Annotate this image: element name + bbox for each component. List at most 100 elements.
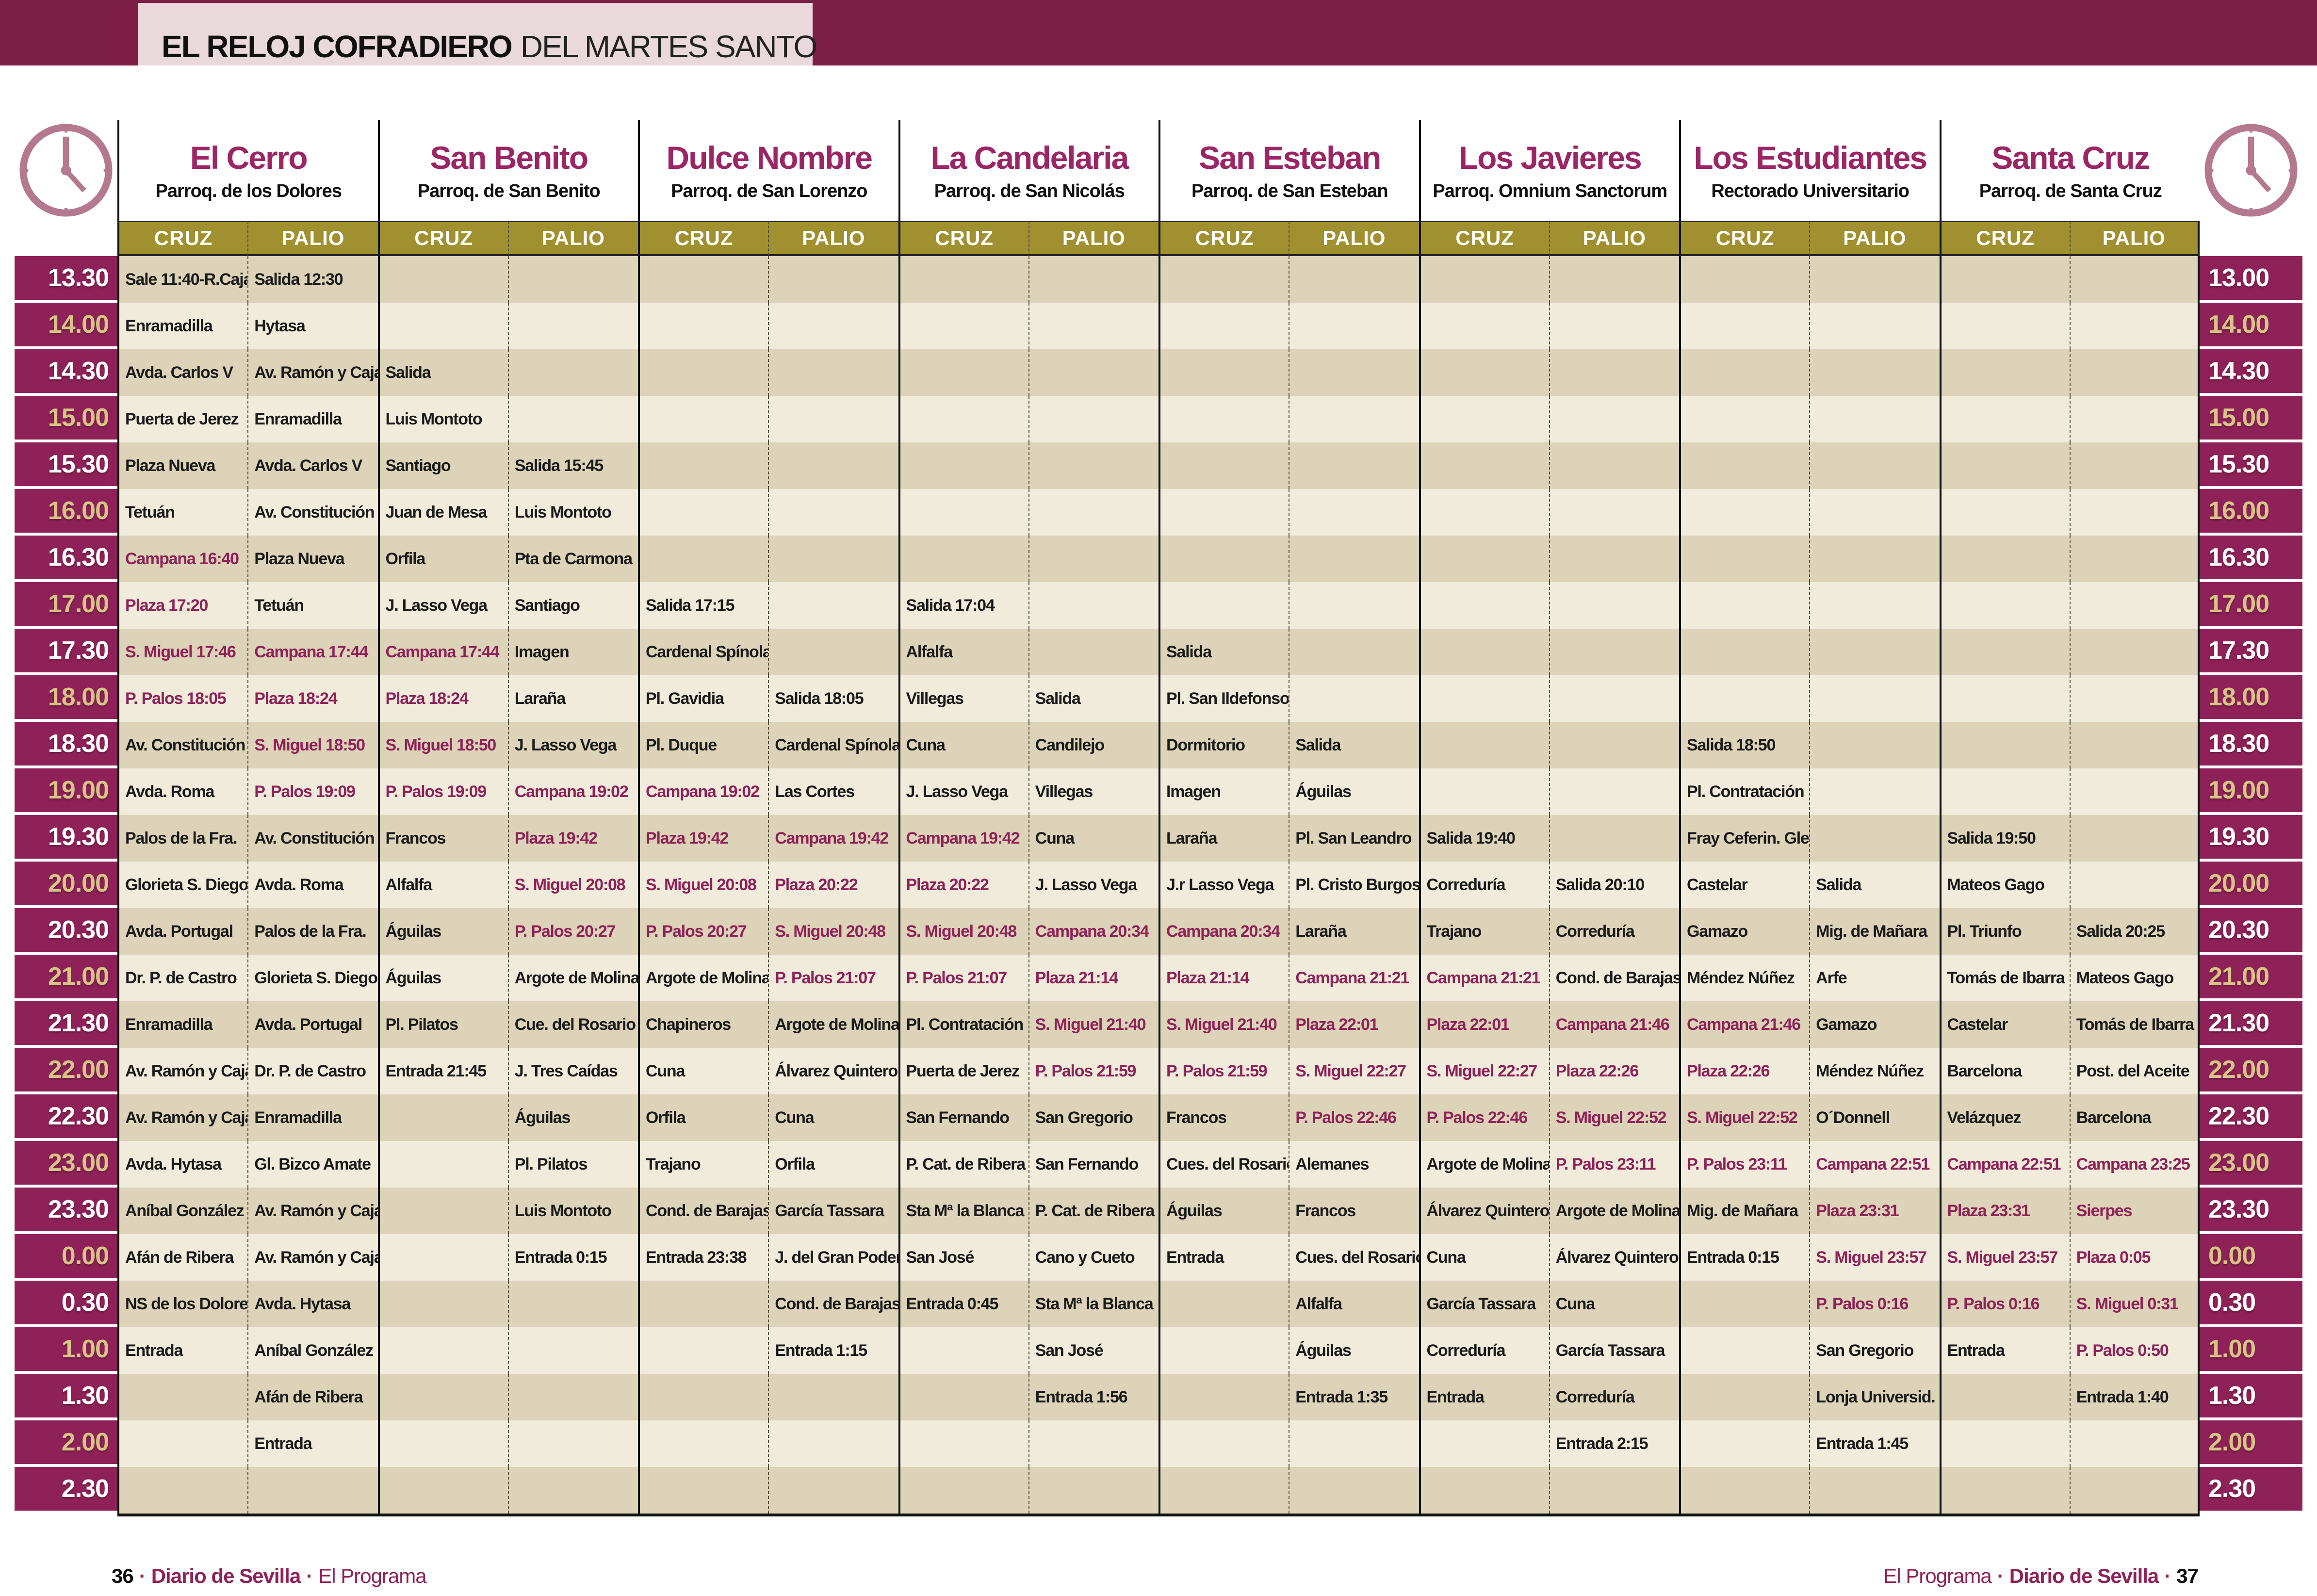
cell (898, 1420, 1028, 1467)
cell (1679, 303, 1810, 349)
time-label-left: 1.00 (15, 1327, 117, 1374)
time-label-left: 18.00 (15, 675, 117, 722)
cell (898, 442, 1028, 489)
cell: Cond. de Barajas (768, 1281, 898, 1327)
column-name: El Cerro (190, 139, 308, 176)
cell (638, 256, 768, 303)
cell: Plaza Nueva (247, 536, 378, 582)
cell: Alfalfa (898, 629, 1028, 675)
cell: Sierpes (2069, 1188, 2200, 1234)
cell: Argote de Molina (1419, 1141, 1549, 1188)
cell (768, 1420, 898, 1467)
cell: Lonja Universid. (1809, 1374, 1940, 1420)
subheader-palio: PALIO (247, 221, 378, 256)
cell (1419, 1467, 1549, 1514)
cell (1679, 489, 1810, 536)
cell: J. Lasso Vega (1028, 862, 1158, 908)
cell: Afán de Ribera (117, 1234, 248, 1281)
cell (2069, 303, 2200, 349)
cell: Entrada (1158, 1234, 1289, 1281)
cell: Campana 19:02 (507, 768, 638, 815)
cell (1939, 629, 2070, 675)
cell: Velázquez (1939, 1094, 2070, 1141)
cell (1028, 489, 1158, 536)
cell: Laraña (507, 675, 638, 722)
time-label-right: 20.00 (2200, 862, 2302, 908)
time-label-left: 17.30 (15, 629, 117, 675)
table-row: 1.00 Entrada Aníbal González Entrada 1:15 Sa… (15, 1327, 2302, 1374)
cell (1939, 396, 2070, 442)
cell (1028, 349, 1158, 396)
cell: Salida 15:45 (507, 442, 638, 489)
cell (1549, 675, 1679, 722)
time-label-right: 19.00 (2200, 768, 2302, 815)
time-label-left: 2.30 (15, 1467, 117, 1514)
cell: Cues. del Rosario (1289, 1234, 1419, 1281)
cell (2069, 768, 2200, 815)
cell: Entrada (1939, 1327, 2070, 1374)
column-subtitle: Parroq. de San Lorenzo (670, 180, 868, 201)
cell: Águilas (507, 1094, 638, 1141)
cell: Pl. Pilatos (507, 1141, 638, 1188)
cell: Campana 16:40 (117, 536, 248, 582)
cell: Álvarez Quintero (1549, 1234, 1679, 1281)
cell (1549, 536, 1679, 582)
cell (1549, 489, 1679, 536)
cell: Entrada 1:15 (768, 1327, 898, 1374)
subheader-cruz: CRUZ (1158, 221, 1289, 256)
cell (768, 303, 898, 349)
cell: Campana 19:02 (638, 768, 768, 815)
cell: S. Miguel 17:46 (117, 629, 248, 675)
table-row: 14.30 Avda. Carlos V Av. Ramón y Cajal Sali… (15, 349, 2302, 396)
cell: Orfila (768, 1141, 898, 1188)
time-label-right: 16.30 (2200, 536, 2302, 582)
schedule-table: El Cerro Parroq. de los Dolores San Benito… (15, 120, 2302, 1516)
cell (1679, 442, 1810, 489)
cell: Puerta de Jerez (117, 396, 248, 442)
cell (377, 1420, 508, 1467)
cell: Salida (1289, 722, 1419, 768)
footer-right-page-number: 37 (2176, 1564, 2199, 1587)
cell: P. Palos 21:59 (1028, 1048, 1158, 1094)
cell: Entrada 1:45 (1809, 1420, 1940, 1467)
cell: Avda. Roma (247, 862, 378, 908)
cell: Salida 20:10 (1549, 862, 1679, 908)
time-label-left: 21.30 (15, 1001, 117, 1048)
cell (898, 396, 1028, 442)
cell: Mateos Gago (2069, 955, 2200, 1001)
page-footer: 36 · Diario de Sevilla · El Programa El Prog… (15, 1564, 2302, 1588)
time-label-right: 15.30 (2200, 442, 2302, 489)
cell: Plaza 19:42 (638, 815, 768, 862)
cell: J. Lasso Vega (507, 722, 638, 768)
top-banner: EL RELOJ COFRADIERO DEL MARTES SANTO (0, 0, 2317, 65)
cell: Cond. de Barajas (1549, 955, 1679, 1001)
cell (1289, 629, 1419, 675)
column-header-el-cerro: El Cerro Parroq. de los Dolores (117, 120, 378, 221)
subheader-palio: PALIO (1809, 221, 1940, 256)
column-subtitle: Parroq. de San Benito (417, 180, 601, 201)
cell (1289, 536, 1419, 582)
cell (768, 629, 898, 675)
column-header-san-esteban: San Esteban Parroq. de San Esteban (1158, 120, 1419, 221)
cell (1939, 1467, 2070, 1514)
time-label-left: 21.00 (15, 955, 117, 1001)
cell (377, 1374, 508, 1420)
subheader-cruz: CRUZ (377, 221, 508, 256)
cell (507, 396, 638, 442)
cell: Cardenal Spínola (638, 629, 768, 675)
cell (638, 442, 768, 489)
cell (1679, 1374, 1810, 1420)
cell (117, 1374, 248, 1420)
cell (507, 256, 638, 303)
cell: S. Miguel 22:52 (1549, 1094, 1679, 1141)
cell (1158, 256, 1289, 303)
cell (1028, 582, 1158, 629)
cell: P. Cat. de Ribera (1028, 1188, 1158, 1234)
cell: S. Miguel 20:48 (768, 908, 898, 955)
cell: P. Cat. de Ribera (898, 1141, 1028, 1188)
cell (507, 1420, 638, 1467)
cell (898, 303, 1028, 349)
footer-brand: Diario de Sevilla (151, 1564, 301, 1587)
cell (1679, 582, 1810, 629)
time-label-right: 14.30 (2200, 349, 2302, 396)
